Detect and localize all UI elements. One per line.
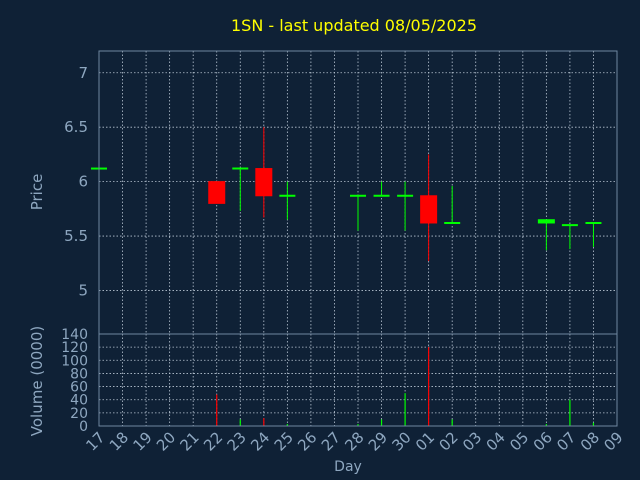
price-candle-body: [420, 195, 438, 224]
price-axis-label: Price: [28, 174, 46, 211]
price-tick-label: 5: [78, 281, 88, 299]
volume-tick-label: 120: [61, 340, 88, 356]
price-tick-label: 6.5: [64, 118, 88, 136]
x-axis: 1718192021222324252627282930010203040506…: [82, 428, 626, 454]
volume-tick-label: 60: [70, 380, 88, 396]
price-candle-body: [208, 181, 226, 204]
volume-tick-label: 0: [79, 419, 88, 435]
price-candle-body: [537, 219, 555, 224]
volume-tick-label: 80: [70, 366, 88, 382]
price-tick-label: 7: [78, 64, 88, 82]
chart-title: 1SN - last updated 08/05/2025: [231, 16, 477, 35]
price-candle-body: [255, 168, 273, 197]
volume-tick-label: 140: [61, 327, 88, 343]
volume-tick-label: 100: [61, 353, 88, 369]
price-tick-label: 5.5: [64, 227, 88, 245]
price-tick-label: 6: [78, 173, 88, 191]
volume-tick-label: 40: [70, 393, 88, 409]
volume-panel-border: [98, 333, 618, 427]
volume-tick-label: 20: [70, 406, 88, 422]
volume-axis-label: Volume (0000): [28, 326, 46, 436]
x-axis-label: Day: [334, 459, 362, 475]
price-panel: 5 5.5 6 6.5 7: [64, 50, 618, 335]
